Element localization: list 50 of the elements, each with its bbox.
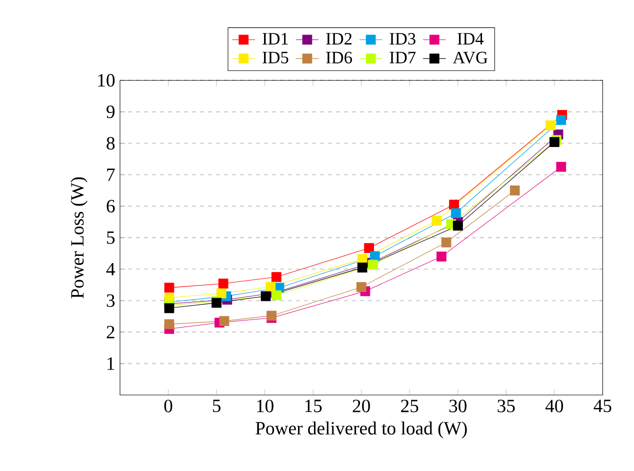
x-axis-title: Power delivered to load (W) (256, 421, 467, 438)
x-tick-label: 25 (401, 400, 418, 412)
legend-label: ID6 (326, 52, 352, 64)
x-tick-label: 10 (257, 400, 274, 412)
y-tick-label: 1 (108, 357, 114, 370)
legend-label: ID5 (262, 52, 288, 64)
y-tick-label: 10 (98, 74, 115, 87)
legend-label: ID1 (262, 33, 288, 45)
point (356, 282, 366, 292)
point (164, 303, 174, 314)
y-tick-label: 6 (106, 200, 115, 212)
point (164, 319, 174, 330)
y-tick-label: 7 (107, 168, 115, 181)
x-tick-label: 15 (305, 400, 322, 412)
y-tick-label: 5 (107, 231, 115, 244)
legend-label: AVG (452, 52, 488, 64)
legend-label: ID7 (390, 52, 416, 64)
x-tick-label: 20 (352, 400, 370, 412)
y-tick-label: 8 (106, 136, 115, 150)
point (510, 186, 520, 196)
point (357, 262, 368, 272)
legend-label: ID2 (326, 33, 352, 45)
point (364, 243, 374, 253)
y-axis-title: Power Loss (W) (70, 177, 88, 298)
point (451, 208, 461, 218)
point (218, 278, 228, 289)
point (452, 220, 463, 231)
point (436, 252, 446, 262)
x-tick-label: 40 (545, 400, 564, 412)
y-tick-label: 4 (106, 262, 116, 276)
point (271, 272, 282, 282)
y-tick-label: 2 (106, 326, 114, 338)
x-tick-label: 30 (449, 400, 466, 412)
point (219, 316, 230, 326)
x-tick-label: 5 (212, 400, 220, 412)
y-tick-label: 9 (106, 106, 115, 118)
legend-label: ID3 (390, 33, 416, 45)
point (556, 115, 566, 125)
x-tick-label: 45 (594, 400, 612, 412)
point (432, 216, 442, 226)
point (266, 282, 276, 292)
x-tick-label: 0 (164, 400, 172, 412)
y-tick-label: 3 (106, 294, 115, 307)
legend-label: ID4 (458, 33, 484, 44)
x-tick-label: 35 (498, 400, 515, 412)
point (164, 282, 174, 293)
point (546, 120, 556, 130)
point (441, 237, 452, 248)
point (260, 291, 271, 302)
point (556, 162, 566, 172)
